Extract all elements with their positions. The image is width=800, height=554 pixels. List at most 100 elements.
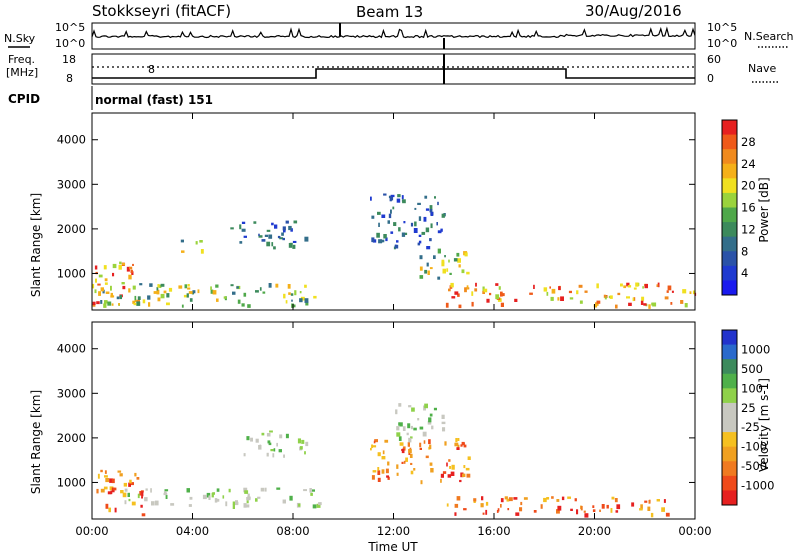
echo-cell [243, 235, 247, 238]
echo-cell [387, 461, 390, 466]
echo-cell [202, 494, 207, 500]
echo-cell [417, 202, 421, 205]
echo-cell [370, 447, 372, 451]
echo-cell [455, 438, 458, 443]
echo-cell [399, 442, 404, 446]
echo-cell [417, 242, 421, 246]
echo-cell [381, 469, 385, 474]
echo-cell [303, 489, 307, 492]
echo-cell [627, 285, 632, 288]
noise-panel: N.Sky 10^5 10^0 10^5 10^0 N.Search [4, 21, 794, 50]
echo-cell [124, 500, 127, 505]
echo-cell [413, 468, 416, 471]
echo-cell [282, 237, 285, 241]
echo-cell [153, 291, 157, 294]
echo-cell [156, 287, 159, 291]
colorbar-swatch [722, 178, 737, 194]
noise-right-tick-bottom: 10^0 [707, 37, 737, 50]
noise-left-tick-top: 10^5 [55, 21, 85, 34]
echo-cell [425, 208, 430, 211]
echo-cell [592, 509, 596, 512]
echo-cell [119, 261, 122, 265]
echo-cell [551, 288, 556, 294]
echo-cell [402, 199, 406, 204]
colorbar-tick-label: 4 [741, 266, 748, 280]
echo-cell [404, 232, 408, 235]
echo-cell [456, 496, 461, 501]
y-tick-label: 3000 [57, 177, 86, 191]
echo-cell [165, 494, 168, 499]
echo-cell [130, 269, 133, 273]
echo-cell [129, 266, 133, 270]
echo-cell [151, 501, 155, 506]
echo-cell [429, 238, 432, 242]
echo-cell [648, 304, 651, 309]
colorbar-swatch [722, 222, 737, 238]
echo-cell [268, 442, 272, 446]
echo-cell [141, 513, 146, 517]
echo-cell [216, 298, 219, 302]
echo-cell [442, 268, 446, 274]
colorbar-tick-label: 100 [741, 381, 763, 395]
echo-cell [134, 472, 137, 477]
colorbar-tick-label: 500 [741, 362, 763, 376]
echo-cell [423, 440, 426, 444]
frequency-trace [92, 68, 695, 79]
echo-cell [550, 296, 554, 301]
echo-cell [448, 288, 451, 292]
echo-cell [454, 503, 459, 508]
echo-cell [157, 284, 160, 288]
echo-cell [103, 303, 107, 308]
echo-cell [210, 289, 214, 294]
echo-cell [255, 438, 259, 443]
echo-cell [145, 488, 148, 491]
echo-cell [128, 274, 132, 280]
echo-cell [406, 432, 409, 436]
echo-cell [642, 286, 644, 289]
echo-cell [570, 508, 573, 511]
echo-cell [372, 239, 377, 243]
echo-cell [450, 282, 454, 288]
echo-cell [403, 221, 406, 224]
echo-cell [140, 504, 143, 508]
beam-label: Beam 13 [356, 3, 423, 21]
echo-cell [274, 224, 278, 229]
echo-cell [232, 291, 236, 295]
echo-cell [388, 213, 392, 219]
echo-cell [414, 221, 417, 227]
echo-cell [593, 304, 598, 308]
echo-cell [495, 294, 500, 300]
echo-cell [136, 301, 141, 306]
echo-cell [446, 268, 449, 272]
echo-cell [457, 444, 460, 449]
echo-cell [304, 451, 306, 455]
echo-cell [403, 460, 406, 464]
echo-cell [258, 233, 260, 237]
echo-cell [225, 501, 228, 507]
noise-left-tick-bottom: 10^0 [55, 37, 85, 50]
echo-cell [395, 409, 398, 415]
echo-cell [288, 292, 291, 295]
echo-cell [471, 301, 474, 307]
echo-cell [292, 244, 296, 249]
echo-cell [257, 496, 261, 499]
echo-cell [397, 194, 401, 198]
echo-cell [114, 507, 117, 513]
echo-cell [444, 255, 446, 258]
echo-cell [131, 271, 134, 275]
echo-cell [441, 259, 445, 265]
noise-search-label: N.Search [744, 30, 794, 43]
echo-cell [425, 455, 429, 459]
echo-cell [186, 488, 190, 493]
echo-cell [429, 205, 433, 211]
echo-cell [410, 436, 413, 439]
echo-cell [427, 270, 430, 275]
echo-cell [261, 239, 266, 242]
x-tick-label: 00:00 [678, 524, 711, 538]
y-tick-label: 1000 [57, 475, 86, 489]
echo-cell [189, 298, 193, 302]
echo-cell [401, 449, 404, 451]
echo-cell [130, 482, 134, 486]
y-tick-label: 2000 [57, 431, 86, 445]
echo-cell [272, 453, 275, 458]
